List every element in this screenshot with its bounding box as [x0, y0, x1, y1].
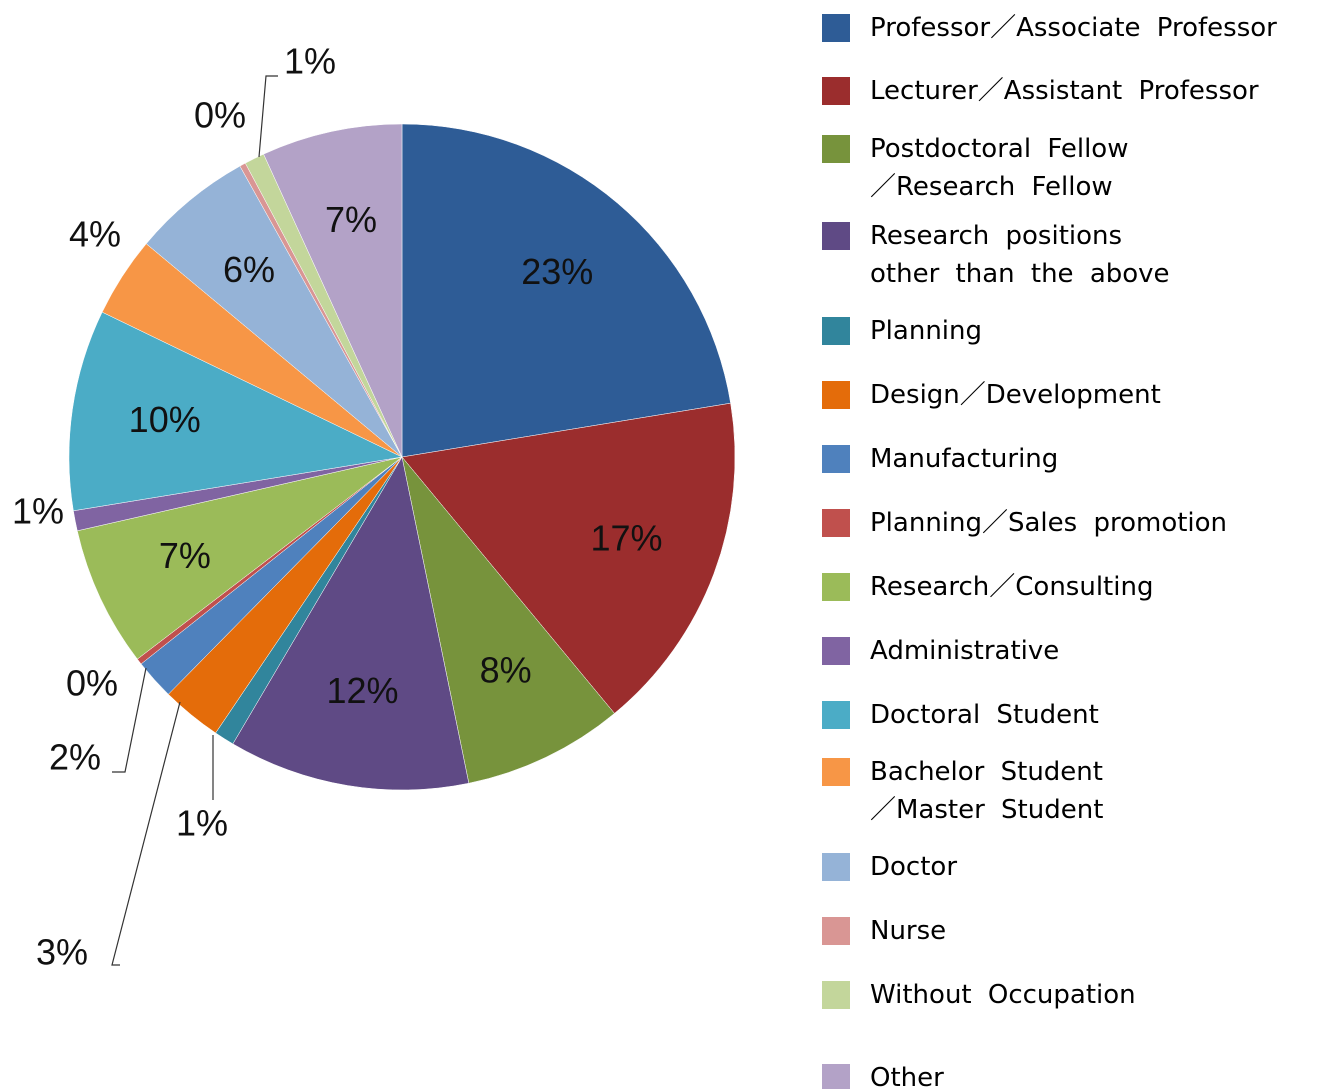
legend-swatch — [822, 917, 850, 945]
pie-slice — [76, 456, 403, 660]
legend-label: Lecturer／Assistant Professor — [870, 76, 1259, 106]
legend-label: Postdoctoral Fellow／Research Fellow — [870, 134, 1129, 202]
legend-item: Manufacturing — [822, 440, 1312, 478]
pie-slice — [145, 165, 403, 458]
data-label: 1% — [176, 803, 228, 844]
data-label: 3% — [36, 932, 88, 973]
data-label: 17% — [591, 518, 663, 559]
legend-label: Doctor — [870, 852, 958, 882]
data-label: 8% — [480, 650, 532, 691]
legend-item: Research positions other than the above — [822, 217, 1192, 293]
data-label: 1% — [284, 41, 336, 82]
leader-line — [112, 667, 147, 773]
data-label: 2% — [49, 737, 101, 778]
legend-swatch — [822, 77, 850, 105]
legend-item: Planning／Sales promotion — [822, 504, 1312, 542]
data-label: 0% — [194, 95, 246, 136]
data-label: 1% — [12, 491, 64, 532]
legend-swatch — [822, 573, 850, 601]
legend-swatch — [822, 445, 850, 473]
legend-swatch — [822, 701, 850, 729]
legend-swatch — [822, 758, 850, 786]
legend-swatch — [822, 509, 850, 537]
data-label: 0% — [66, 663, 118, 704]
legend-item: Planning — [822, 312, 1312, 350]
legend-label: Design／Development — [870, 380, 1161, 410]
leader-line — [111, 701, 181, 966]
legend-item: Lecturer／Assistant Professor — [822, 72, 1312, 110]
pie-slice — [401, 123, 731, 458]
legend-label: Planning — [870, 316, 982, 346]
legend-swatch — [822, 853, 850, 881]
legend-item: Professor／Associate Professor — [822, 9, 1312, 47]
pie-slice — [401, 456, 615, 784]
legend-label: Planning／Sales promotion — [870, 508, 1228, 538]
legend-item: Doctoral Student — [822, 696, 1312, 734]
legend-swatch — [822, 1064, 850, 1089]
legend-item: Doctor — [822, 848, 1312, 886]
legend-label: Professor／Associate Professor — [870, 13, 1277, 43]
legend-label: Research／Consulting — [870, 572, 1154, 602]
legend-swatch — [822, 14, 850, 42]
legend-item: Without Occupation — [822, 976, 1312, 1014]
pie-slice — [401, 402, 736, 714]
pie-slice — [68, 311, 403, 512]
legend-swatch — [822, 981, 850, 1009]
legend-label: Bachelor Student／Master Student — [870, 757, 1104, 825]
data-label: 12% — [327, 670, 399, 711]
legend-swatch — [822, 222, 850, 250]
data-label: 7% — [159, 535, 211, 576]
leader-line — [258, 75, 278, 158]
legend-label: Manufacturing — [870, 444, 1059, 474]
legend-item: Postdoctoral Fellow／Research Fellow — [822, 130, 1142, 206]
legend-label: Without Occupation — [870, 980, 1136, 1010]
data-label: 6% — [223, 249, 275, 290]
legend-label: Research positions other than the above — [870, 221, 1170, 289]
legend-item: Design／Development — [822, 376, 1312, 414]
data-label: 7% — [325, 199, 377, 240]
pie-chart: 23% 17% 8% 12% 1% 3% 2% 0% 7% 1% 10% 4% 6% 0% 1% 7% — [12, 41, 736, 973]
legend-item: Nurse — [822, 912, 1312, 950]
legend-swatch — [822, 135, 850, 163]
legend-item: Bachelor Student／Master Student — [822, 753, 1122, 829]
legend-item: Other — [822, 1059, 1312, 1089]
legend-label: Other — [870, 1063, 944, 1089]
legend-item: Research／Consulting — [822, 568, 1312, 606]
pie-slice — [232, 456, 470, 791]
legend-swatch — [822, 637, 850, 665]
legend-label: Administrative — [870, 636, 1060, 666]
legend-label: Nurse — [870, 916, 947, 946]
data-label: 4% — [69, 214, 121, 255]
data-label: 10% — [129, 399, 201, 440]
legend-label: Doctoral Student — [870, 700, 1099, 730]
legend-item: Administrative — [822, 632, 1312, 670]
legend-swatch — [822, 317, 850, 345]
pie-slice — [263, 123, 403, 458]
data-label: 23% — [521, 251, 593, 292]
legend-swatch — [822, 381, 850, 409]
